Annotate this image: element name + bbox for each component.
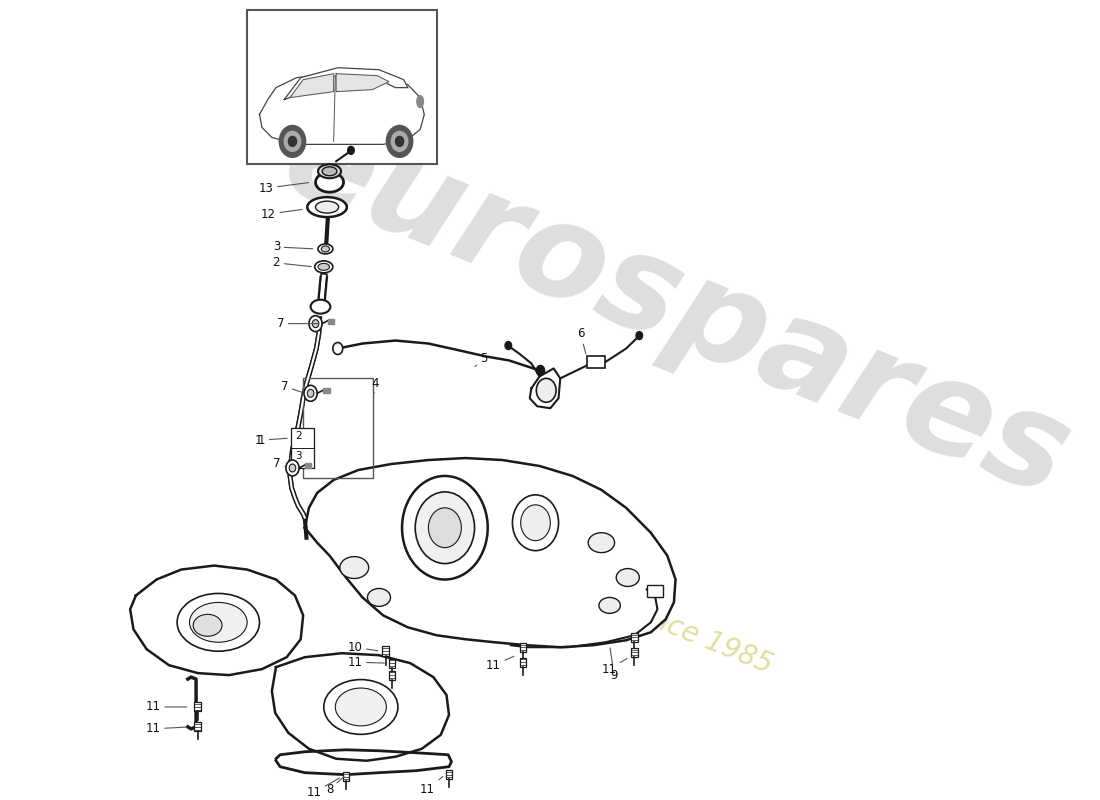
Circle shape	[284, 131, 300, 151]
Text: 8: 8	[326, 777, 344, 796]
Text: 11: 11	[145, 701, 187, 714]
Ellipse shape	[417, 95, 424, 107]
Text: 11: 11	[486, 656, 514, 672]
Text: 7: 7	[277, 317, 319, 330]
Circle shape	[520, 505, 550, 541]
Ellipse shape	[177, 594, 260, 651]
Circle shape	[288, 137, 297, 146]
Text: 9: 9	[610, 648, 618, 682]
Text: 2: 2	[295, 431, 301, 441]
Polygon shape	[337, 74, 389, 92]
Bar	[382, 646, 389, 656]
Circle shape	[428, 508, 461, 548]
Circle shape	[279, 126, 306, 158]
Bar	[323, 388, 330, 394]
Polygon shape	[305, 458, 675, 647]
Bar	[195, 702, 201, 711]
Bar	[248, 10, 437, 164]
Text: 3: 3	[273, 241, 312, 254]
Ellipse shape	[318, 244, 333, 254]
Text: 11: 11	[602, 658, 627, 676]
Polygon shape	[284, 68, 408, 99]
Circle shape	[289, 464, 296, 472]
Bar	[305, 463, 311, 468]
Text: 7: 7	[280, 380, 302, 393]
Text: 11: 11	[145, 722, 187, 735]
Bar	[631, 633, 638, 642]
Circle shape	[415, 492, 474, 563]
Bar	[388, 658, 396, 668]
Text: 1: 1	[257, 434, 287, 446]
Bar	[343, 772, 350, 781]
Ellipse shape	[194, 614, 222, 636]
Circle shape	[312, 320, 319, 327]
Bar	[647, 586, 663, 598]
Ellipse shape	[318, 164, 341, 178]
Ellipse shape	[598, 598, 620, 614]
Bar	[290, 428, 314, 468]
Circle shape	[386, 126, 412, 158]
Text: 11: 11	[348, 656, 384, 669]
Circle shape	[286, 460, 299, 476]
Bar	[446, 770, 452, 779]
Text: 2: 2	[273, 256, 311, 270]
Bar	[631, 648, 638, 657]
Text: 3: 3	[295, 451, 301, 461]
Text: eurospares: eurospares	[265, 94, 1087, 524]
Bar	[304, 378, 373, 478]
Circle shape	[513, 495, 559, 550]
Text: 1: 1	[254, 434, 262, 446]
Polygon shape	[530, 369, 560, 408]
Text: 6: 6	[576, 327, 586, 354]
Circle shape	[307, 390, 314, 398]
Ellipse shape	[336, 688, 386, 726]
Circle shape	[304, 386, 317, 402]
Text: 7: 7	[273, 457, 284, 470]
Text: 10: 10	[348, 641, 378, 654]
Bar	[328, 318, 334, 324]
Polygon shape	[130, 566, 304, 675]
Ellipse shape	[340, 557, 368, 578]
Ellipse shape	[367, 589, 390, 606]
Ellipse shape	[323, 679, 398, 734]
Text: 11: 11	[306, 778, 340, 799]
Bar	[388, 670, 396, 679]
Text: 12: 12	[261, 207, 302, 221]
Ellipse shape	[321, 246, 330, 252]
Circle shape	[537, 378, 557, 402]
Ellipse shape	[616, 569, 639, 586]
Text: 13: 13	[258, 182, 309, 194]
Bar	[520, 642, 527, 652]
Circle shape	[402, 476, 487, 579]
Circle shape	[348, 146, 354, 154]
Bar	[586, 357, 605, 369]
Circle shape	[333, 342, 343, 354]
Text: 11: 11	[420, 777, 443, 796]
Circle shape	[537, 366, 544, 375]
Ellipse shape	[316, 201, 339, 213]
Text: 4: 4	[372, 377, 379, 394]
Ellipse shape	[322, 166, 337, 176]
Circle shape	[636, 331, 642, 339]
Text: a passion for parts since 1985: a passion for parts since 1985	[377, 496, 777, 679]
Ellipse shape	[307, 197, 346, 217]
Ellipse shape	[318, 263, 330, 270]
Ellipse shape	[315, 261, 333, 273]
Circle shape	[392, 131, 408, 151]
Ellipse shape	[316, 172, 343, 192]
Polygon shape	[260, 72, 425, 144]
Ellipse shape	[588, 533, 615, 553]
Polygon shape	[290, 74, 333, 98]
Ellipse shape	[189, 602, 248, 642]
Circle shape	[309, 316, 322, 331]
Polygon shape	[272, 653, 449, 761]
Bar	[520, 658, 527, 666]
Circle shape	[505, 342, 512, 350]
Circle shape	[395, 137, 404, 146]
Text: 5: 5	[475, 352, 487, 366]
Ellipse shape	[310, 300, 330, 314]
Bar	[195, 722, 201, 731]
